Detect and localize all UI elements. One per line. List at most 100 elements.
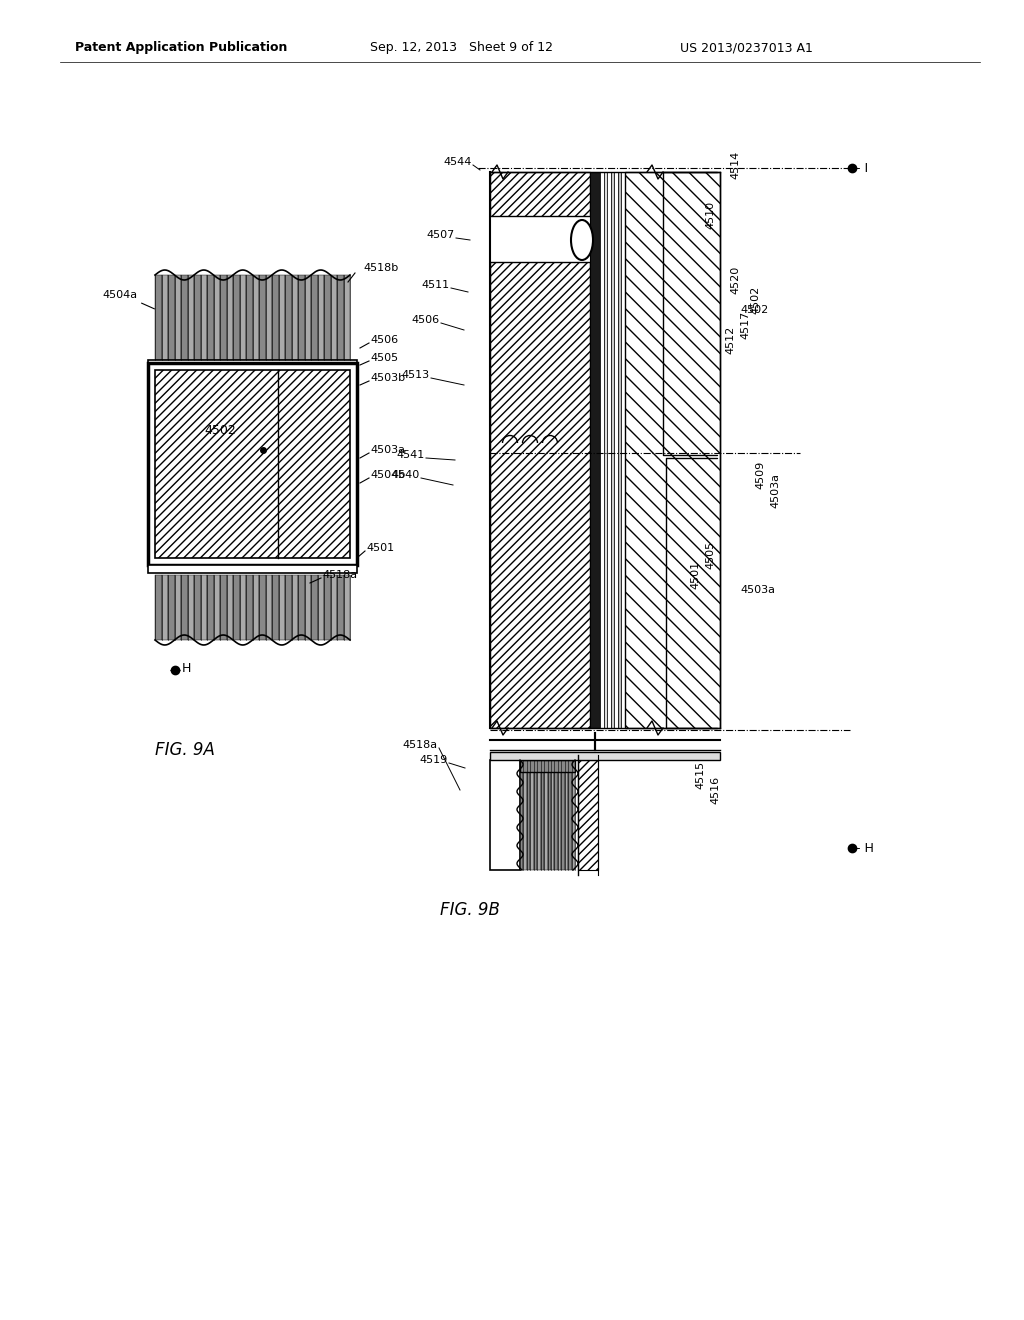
Text: 4511: 4511 [422,280,450,290]
Bar [311,576,317,640]
Bar [530,760,534,870]
Bar [607,172,611,729]
Bar [246,576,253,640]
Bar [181,275,187,360]
Text: 4507: 4507 [427,230,455,240]
Bar [621,172,625,729]
Bar [246,275,253,360]
Bar [207,576,213,640]
Bar [207,275,213,360]
Bar [240,576,246,640]
Bar [148,360,357,368]
Bar [174,275,181,360]
Bar [604,172,607,729]
Bar [213,275,220,360]
Text: 4515: 4515 [695,760,705,789]
Bar [611,172,614,729]
Text: 4516: 4516 [710,776,720,804]
Bar [279,576,285,640]
Bar [490,172,590,216]
Text: 4504b: 4504b [370,470,406,480]
Text: 4505: 4505 [705,541,715,569]
Bar [331,576,337,640]
Text: US 2013/0237013 A1: US 2013/0237013 A1 [680,41,813,54]
Bar [253,275,259,360]
Bar [272,275,279,360]
Bar [337,275,343,360]
Bar [324,275,331,360]
Bar [490,261,590,729]
Bar [213,576,220,640]
Bar [527,760,530,870]
Bar [226,576,233,640]
Bar [201,275,207,360]
Text: 4514: 4514 [730,150,740,180]
Bar [548,760,551,870]
Text: 4503a: 4503a [770,473,780,507]
Bar [226,275,233,360]
Text: 4503a: 4503a [740,585,775,595]
Bar [233,576,240,640]
Bar [194,275,201,360]
Bar [259,576,265,640]
Bar [558,760,561,870]
Text: Patent Application Publication: Patent Application Publication [75,41,288,54]
Text: 4544: 4544 [443,157,472,168]
Text: 4541: 4541 [396,450,425,459]
Ellipse shape [571,220,593,260]
Bar [578,760,598,870]
Text: FIG. 9B: FIG. 9B [440,902,500,919]
Bar [541,760,544,870]
Bar [304,275,311,360]
Bar [168,275,174,360]
Bar [201,576,207,640]
Text: 4503b: 4503b [370,374,406,383]
Text: - H: - H [856,842,873,854]
Bar [614,172,618,729]
Text: 4519: 4519 [420,755,449,766]
Bar [187,275,194,360]
Bar [233,275,240,360]
Bar [194,576,201,640]
Bar [551,760,554,870]
Bar [155,370,350,558]
Bar [253,576,259,640]
Bar [625,172,720,729]
Text: FIG. 9A: FIG. 9A [155,741,215,759]
Text: 4501: 4501 [366,543,394,553]
Bar [561,760,564,870]
Text: Sep. 12, 2013   Sheet 9 of 12: Sep. 12, 2013 Sheet 9 of 12 [370,41,553,54]
Bar [590,172,600,729]
Text: 4504a: 4504a [102,290,138,300]
Text: 4518a: 4518a [402,741,438,750]
Bar [168,576,174,640]
Bar [162,576,168,640]
Bar [618,172,621,729]
Bar [337,576,343,640]
Bar [155,576,162,640]
Bar [265,275,272,360]
Bar [285,576,292,640]
Bar [317,576,324,640]
Bar [520,760,523,870]
Text: 4520: 4520 [730,265,740,294]
Bar [174,576,181,640]
Bar [490,752,720,760]
Text: - I: - I [856,161,868,174]
Bar [148,363,357,565]
Bar [220,576,226,640]
Bar [162,275,168,360]
Text: H: H [182,661,191,675]
Bar [240,275,246,360]
Bar [298,576,304,640]
Bar [571,760,575,870]
Bar [148,565,357,573]
Bar [279,275,285,360]
Bar [187,576,194,640]
Bar [292,275,298,360]
Text: 4510: 4510 [705,201,715,230]
Bar [564,760,568,870]
Text: 4518b: 4518b [362,263,398,273]
Bar [317,275,324,360]
Text: 4512: 4512 [725,326,735,354]
